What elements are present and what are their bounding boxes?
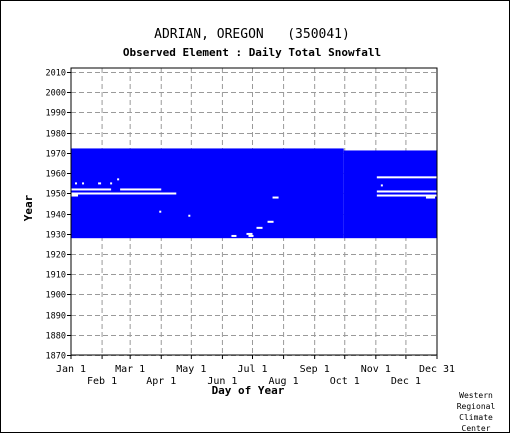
y-tick-label: 1890 (46, 312, 66, 322)
missing-data-gap (231, 234, 237, 237)
x-tick-label: Feb 1 (87, 376, 117, 387)
credit-line: Center (461, 424, 491, 433)
missing-data-gap (110, 182, 113, 185)
x-axis-label: Day of Year (212, 384, 285, 397)
y-tick-label: 1870 (46, 352, 66, 362)
data-block (343, 150, 437, 239)
missing-data-gap (188, 214, 191, 217)
missing-data-gap (376, 176, 437, 179)
y-tick-label: 1900 (46, 291, 66, 301)
y-tick-label: 1970 (46, 150, 66, 160)
x-tick-label: Mar 1 (115, 364, 145, 375)
y-tick-label: 1930 (46, 231, 66, 241)
chart-title: ADRIAN, OREGON (350041) (154, 27, 350, 42)
x-tick-label: Apr 1 (146, 376, 176, 387)
x-tick-label: Aug 1 (269, 376, 299, 387)
y-tick-label: 1950 (46, 190, 66, 200)
plot-area: 1870 1880 1890 1900 1910 1920 1930 1940 1950 1960… (46, 67, 455, 387)
x-tick-label: Jan 1 (56, 364, 86, 375)
missing-data-gap (376, 190, 437, 193)
credit-line: Climate (459, 413, 493, 422)
y-tick-label: 1910 (46, 271, 66, 281)
x-tick-label: Jun 1 (207, 376, 237, 387)
x-tick-label: Oct 1 (330, 376, 360, 387)
missing-data-gap (376, 194, 437, 197)
y-tick-label: 1940 (46, 211, 66, 221)
missing-data-gap (159, 210, 162, 213)
missing-data-gap (98, 182, 102, 185)
credit-line: Regional (456, 402, 496, 411)
missing-data-gap (380, 184, 383, 187)
y-tick-label: 1990 (46, 109, 66, 119)
missing-data-gap (82, 182, 85, 185)
y-tick-label: 1960 (46, 170, 66, 180)
plot-border (70, 67, 438, 356)
missing-data-gap (71, 188, 112, 191)
missing-data-gap (272, 196, 279, 199)
credit-text: Western Regional Climate Center (448, 390, 504, 434)
missing-data-gap (117, 178, 120, 181)
y-axis-label: Year (22, 194, 35, 221)
credit-line: Western (459, 391, 493, 400)
missing-data-gap (75, 182, 78, 185)
y-tick-label: 1880 (46, 332, 66, 342)
missing-data-gap (71, 194, 79, 197)
missing-data-gap (248, 234, 254, 237)
y-tick-label: 2000 (46, 89, 66, 99)
missing-data-gap (246, 232, 253, 235)
missing-data-gap (425, 196, 435, 199)
x-tick-label: Sep 1 (300, 364, 330, 375)
x-tick-label: Dec 31 (419, 364, 455, 375)
x-tick-label: Dec 1 (391, 376, 421, 387)
x-tick-label: Jul 1 (237, 364, 267, 375)
missing-data-gap (71, 192, 177, 195)
missing-data-gap (256, 226, 263, 229)
y-tick-label: 1980 (46, 130, 66, 140)
x-tick-label: Nov 1 (361, 364, 391, 375)
missing-data-gap (120, 188, 162, 191)
y-tick-label: 2010 (46, 69, 66, 79)
chart-subtitle: Observed Element : Daily Total Snowfall (123, 46, 381, 59)
x-tick-label: May 1 (176, 364, 206, 375)
y-tick-label: 1920 (46, 251, 66, 261)
missing-data-gap (267, 220, 274, 223)
